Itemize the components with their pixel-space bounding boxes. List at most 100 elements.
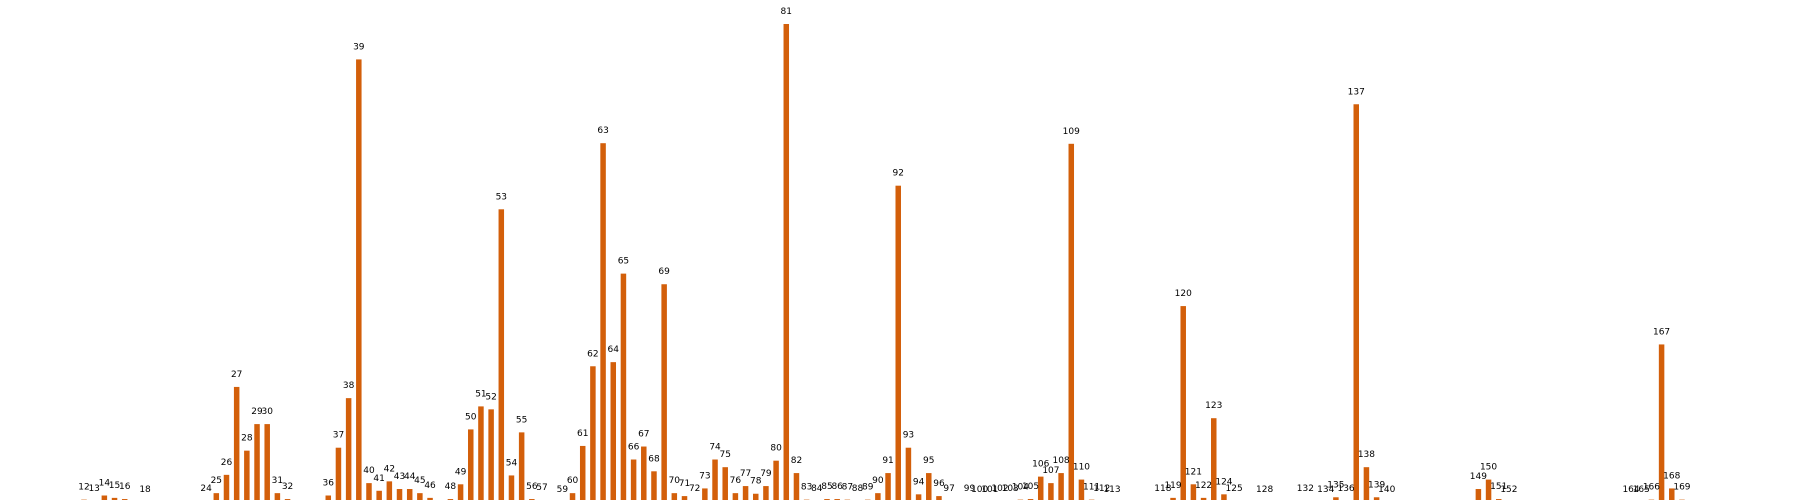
bar-27 — [233, 386, 240, 500]
bar-label-135: 135 — [1327, 480, 1344, 490]
bar-label-65: 65 — [618, 257, 629, 267]
bar-label-109: 109 — [1063, 127, 1080, 137]
bar-40 — [366, 483, 372, 500]
bar-label-120: 120 — [1175, 289, 1192, 299]
bar-label-69: 69 — [658, 267, 670, 277]
bar-label-27: 27 — [231, 370, 242, 380]
bar-64 — [610, 362, 617, 500]
bar-90 — [875, 493, 881, 500]
bar-label-95: 95 — [923, 456, 934, 466]
bar-label-26: 26 — [221, 458, 233, 468]
bar-label-136: 136 — [1337, 484, 1354, 494]
bar-label-138: 138 — [1358, 450, 1375, 460]
bar-46 — [427, 497, 433, 500]
bar-label-25: 25 — [211, 476, 222, 486]
bar-52 — [488, 409, 494, 500]
bar-label-151: 151 — [1490, 482, 1507, 492]
bar-123 — [1211, 418, 1217, 500]
bar-label-165: 165 — [1633, 485, 1650, 495]
bar-label-93: 93 — [903, 431, 914, 441]
bar-label-48: 48 — [445, 482, 457, 492]
bar-label-49: 49 — [455, 467, 467, 477]
bar-label-164: 164 — [1622, 485, 1639, 495]
bar-30 — [264, 424, 270, 500]
bar-92 — [895, 185, 901, 500]
bar-label-66: 66 — [628, 443, 640, 453]
bar-138 — [1363, 467, 1370, 500]
bar-label-29: 29 — [251, 407, 263, 417]
bar-label-134: 134 — [1317, 485, 1334, 495]
bar-149 — [1475, 489, 1482, 500]
bar-94 — [915, 494, 922, 500]
bar-135 — [1333, 497, 1339, 500]
bar-139 — [1373, 497, 1380, 500]
bar-73 — [702, 488, 708, 500]
bar-label-77: 77 — [740, 469, 751, 479]
bar-91 — [885, 473, 891, 500]
bar-label-124: 124 — [1215, 477, 1232, 487]
bar-80 — [773, 460, 779, 500]
bar-label-81: 81 — [781, 7, 792, 17]
bar-42 — [386, 481, 393, 500]
bar-69 — [661, 284, 667, 500]
bar-26 — [223, 474, 230, 500]
bar-label-41: 41 — [373, 474, 384, 484]
bar-38 — [345, 398, 352, 500]
bar-label-14: 14 — [99, 479, 111, 489]
bar-label-128: 128 — [1256, 485, 1273, 495]
bar-label-42: 42 — [384, 464, 395, 474]
bar-119 — [1170, 497, 1176, 500]
bar-81 — [783, 24, 790, 500]
bar-label-166: 166 — [1643, 483, 1660, 493]
bar-label-53: 53 — [496, 192, 507, 202]
bar-168 — [1669, 488, 1675, 500]
bar-82 — [793, 473, 800, 500]
bar-107 — [1048, 483, 1054, 500]
bar-68 — [651, 471, 657, 500]
bar-label-139: 139 — [1368, 480, 1385, 490]
bar-label-100: 100 — [971, 485, 988, 495]
bar-label-121: 121 — [1185, 467, 1202, 477]
bar-106 — [1037, 476, 1044, 500]
bar-label-76: 76 — [730, 476, 742, 486]
bar-71 — [681, 496, 688, 500]
bar-label-31: 31 — [272, 476, 283, 486]
bar-label-82: 82 — [791, 456, 802, 466]
bar-label-15: 15 — [109, 481, 120, 491]
bar-label-80: 80 — [770, 444, 782, 454]
bar-label-96: 96 — [933, 479, 945, 489]
bar-label-24: 24 — [200, 484, 212, 494]
bar-label-106: 106 — [1032, 460, 1049, 470]
bar-96 — [936, 496, 942, 500]
bar-label-62: 62 — [587, 349, 598, 359]
bar-label-72: 72 — [689, 484, 700, 494]
bar-53 — [498, 209, 505, 500]
bar-label-63: 63 — [597, 126, 608, 136]
bar-49 — [457, 484, 464, 500]
bar-label-107: 107 — [1042, 466, 1059, 476]
bar-label-85: 85 — [821, 482, 832, 492]
bar-label-123: 123 — [1205, 401, 1222, 411]
bar-54 — [508, 475, 515, 500]
bar-109 — [1068, 143, 1075, 500]
bar-label-38: 38 — [343, 381, 355, 391]
bar-110 — [1078, 479, 1085, 500]
bar-label-57: 57 — [536, 483, 547, 493]
bar-label-99: 99 — [964, 484, 976, 494]
bar-15 — [111, 497, 118, 500]
bar-31 — [274, 493, 281, 500]
bar-label-74: 74 — [709, 443, 721, 453]
bar-label-152: 152 — [1500, 485, 1517, 495]
bar-label-37: 37 — [333, 431, 344, 441]
bar-label-103: 103 — [1002, 484, 1019, 494]
bar-label-32: 32 — [282, 482, 293, 492]
bar-label-16: 16 — [119, 482, 131, 492]
bar-66 — [630, 459, 637, 500]
bar-74 — [712, 459, 718, 500]
bar-label-104: 104 — [1012, 483, 1029, 493]
bar-150 — [1485, 479, 1492, 500]
bar-29 — [254, 424, 260, 500]
bar-78 — [753, 493, 759, 500]
bar-label-118: 118 — [1154, 484, 1171, 494]
